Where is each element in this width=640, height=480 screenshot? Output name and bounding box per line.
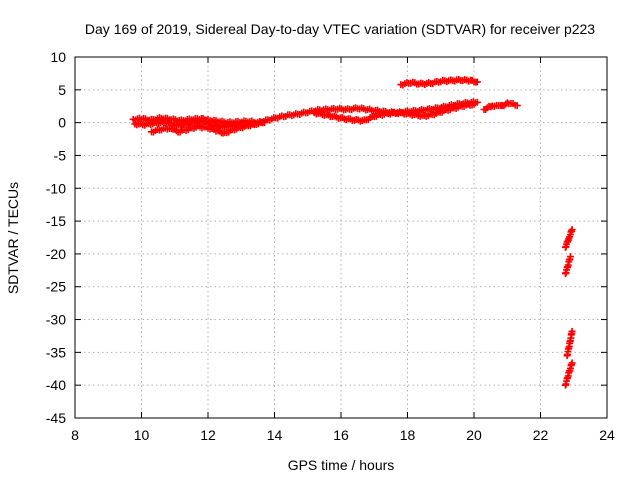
y-tick-label: 5 [58, 82, 66, 98]
y-tick-label: -40 [46, 377, 66, 393]
y-axis: 10 5 0 -5 -10 -15 -20 -25 -30 -35 -40 -45 [46, 49, 607, 426]
y-tick-label: -10 [46, 180, 66, 196]
x-tick-label: 16 [333, 427, 349, 443]
data-point [470, 100, 478, 108]
data-point [568, 359, 576, 367]
x-tick-label: 14 [267, 427, 283, 443]
y-tick-label: -20 [46, 246, 66, 262]
data-points [129, 75, 576, 389]
y-tick-label: 10 [50, 49, 66, 65]
x-tick-label: 12 [200, 427, 216, 443]
x-axis-label: GPS time / hours [288, 457, 395, 473]
data-point [568, 327, 576, 335]
x-tick-label: 8 [71, 427, 79, 443]
data-point [566, 253, 574, 261]
data-point [513, 102, 521, 110]
x-tick-label: 20 [466, 427, 482, 443]
y-tick-label: -30 [46, 312, 66, 328]
x-axis: 8 10 12 14 16 18 20 22 24 [71, 57, 615, 443]
y-tick-label: -25 [46, 279, 66, 295]
data-point [261, 119, 269, 127]
y-tick-label: -15 [46, 213, 66, 229]
data-point [568, 226, 576, 234]
grid-lines [75, 57, 607, 418]
data-point [473, 78, 481, 86]
x-tick-label: 24 [599, 427, 615, 443]
x-tick-label: 10 [134, 427, 150, 443]
y-tick-label: -35 [46, 344, 66, 360]
y-tick-label: -5 [54, 147, 67, 163]
y-axis-label: SDTVAR / TECUs [5, 182, 21, 294]
y-tick-label: 0 [58, 115, 66, 131]
x-tick-label: 18 [400, 427, 416, 443]
chart-title: Day 169 of 2019, Sidereal Day-to-day VTE… [85, 21, 595, 37]
y-tick-label: -45 [46, 410, 66, 426]
x-tick-label: 22 [533, 427, 549, 443]
